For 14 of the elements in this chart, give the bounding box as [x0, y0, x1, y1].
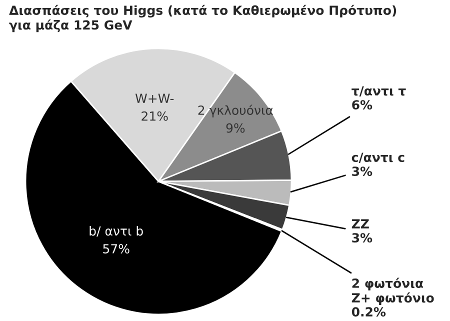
slice-label: c/αντι c: [352, 152, 404, 164]
data-label: 9%: [226, 123, 245, 133]
chart-title: Διασπάσεις του Higgs (κατά το Καθιερωμένο Πρότυπο) για μάζα 125 GeV: [9, 4, 396, 32]
data-label: 6%: [352, 100, 372, 110]
data-label: 3%: [352, 166, 372, 176]
slice-label: ZZ: [352, 219, 369, 228]
data-label: 3%: [352, 233, 372, 243]
slice-label: W+W-: [135, 94, 174, 103]
slice-label: 2 φωτόνια Z+ φωτόνιο: [352, 278, 434, 305]
data-label: 57%: [103, 244, 130, 254]
data-label: 0.2%: [352, 307, 386, 317]
data-label: 21%: [142, 111, 168, 121]
slice-label: τ/αντι τ: [352, 86, 406, 97]
slice-label: b/ αντι b: [90, 226, 143, 237]
